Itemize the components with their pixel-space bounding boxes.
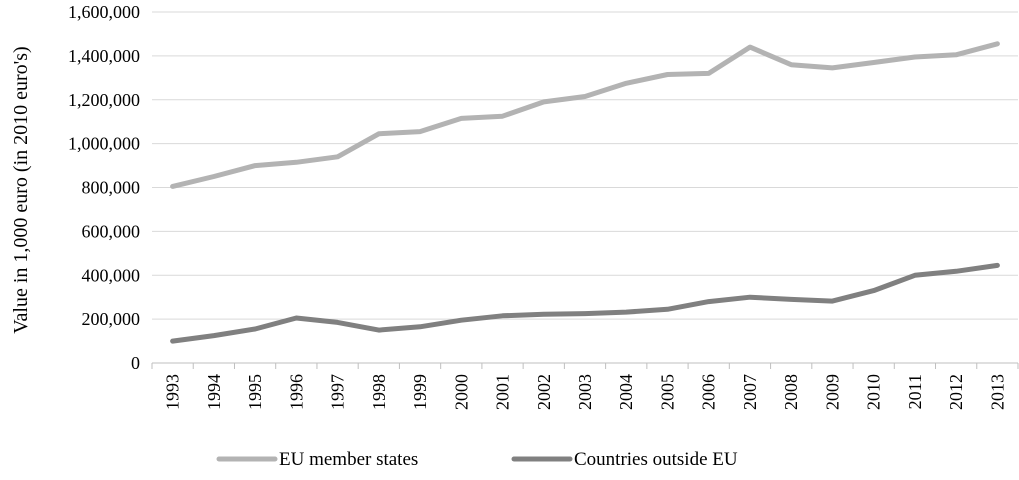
x-tick-label: 1997 xyxy=(328,374,348,410)
y-tick-label: 1,200,000 xyxy=(68,90,140,110)
x-tick-label: 2008 xyxy=(781,374,801,410)
y-tick-label: 800,000 xyxy=(82,178,141,198)
gridlines xyxy=(152,11,1018,364)
x-tick-label: 2006 xyxy=(699,374,719,410)
x-tick-label: 2005 xyxy=(657,374,677,410)
y-tick-label: 400,000 xyxy=(82,265,141,285)
y-tick-label: 200,000 xyxy=(82,309,141,329)
series-line-eu-member-states xyxy=(170,41,1000,189)
x-tick-label: 1994 xyxy=(204,374,224,410)
x-tick-label: 2012 xyxy=(946,374,966,410)
x-tick-label: 1999 xyxy=(410,374,430,410)
y-tick-label: 600,000 xyxy=(82,221,141,241)
y-tick-label: 0 xyxy=(131,353,140,373)
x-tick-label: 2003 xyxy=(575,374,595,410)
y-axis-ticks: 0 200,000 400,000 600,000 800,000 1,000,000 1,… xyxy=(68,2,140,373)
x-tick-label: 1993 xyxy=(163,374,183,410)
x-tick-label: 1996 xyxy=(286,374,306,410)
x-tick-label: 2010 xyxy=(864,374,884,410)
legend: EU member states Countries outside EU xyxy=(216,449,738,470)
series-line-countries-outside-eu xyxy=(170,262,1000,344)
x-tick-label: 2013 xyxy=(987,374,1007,410)
y-axis-title: Value in 1,000 euro (in 2010 euro's) xyxy=(10,46,32,333)
x-tick-label: 1995 xyxy=(245,374,265,410)
x-tick-label: 2009 xyxy=(822,374,842,410)
series-lines xyxy=(170,41,1000,344)
y-tick-label: 1,400,000 xyxy=(68,46,140,66)
x-tick-label: 2001 xyxy=(493,374,513,410)
legend-label: Countries outside EU xyxy=(574,449,738,470)
x-tick-label: 2004 xyxy=(616,374,636,410)
x-tick-label: 2007 xyxy=(740,374,760,410)
legend-label: EU member states xyxy=(279,449,418,470)
x-tick-label: 2002 xyxy=(534,374,554,410)
x-tick-label: 2000 xyxy=(451,374,471,410)
y-tick-label: 1,000,000 xyxy=(68,134,140,154)
x-axis-ticks: 1993 1994 1995 1996 1997 1998 1999 2000 2001 2002… xyxy=(151,363,1019,410)
x-tick-label: 1998 xyxy=(369,374,389,410)
x-tick-label: 2011 xyxy=(905,374,925,409)
y-tick-label: 1,600,000 xyxy=(68,2,140,22)
